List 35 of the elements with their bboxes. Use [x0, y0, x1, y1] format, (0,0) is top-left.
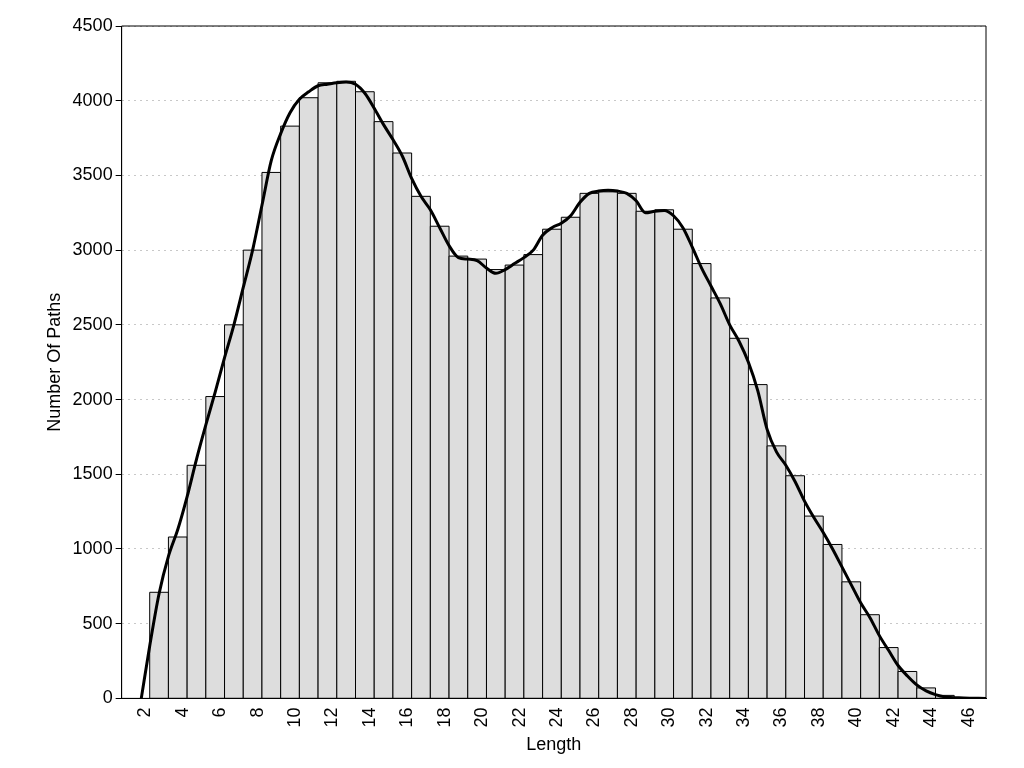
x-tick-label: 28 [620, 707, 641, 728]
x-tick-label: 8 [246, 707, 267, 718]
y-tick-label: 2500 [72, 313, 113, 334]
y-tick-label: 0 [102, 687, 113, 708]
y-tick-label: 2000 [72, 388, 113, 409]
x-tick-label: 14 [358, 707, 379, 728]
y-tick-label: 3000 [72, 239, 113, 260]
x-tick-label: 46 [957, 707, 978, 728]
x-tick-label: 10 [283, 707, 304, 728]
x-tick-label: 18 [433, 707, 454, 728]
x-axis-title: Length [526, 734, 582, 755]
x-tick-label: 2 [134, 707, 155, 718]
y-tick-label: 3500 [72, 164, 113, 185]
y-tick-label: 500 [82, 612, 113, 633]
x-tick-label: 36 [770, 707, 791, 728]
x-tick-label: 26 [583, 707, 604, 728]
y-tick-label: 4000 [72, 89, 113, 110]
x-tick-label: 40 [845, 707, 866, 728]
y-tick-label: 1500 [72, 463, 113, 484]
y-tick-label: 1000 [72, 537, 113, 558]
y-axis-title: Number Of Paths [43, 292, 64, 432]
x-tick-label: 16 [396, 707, 417, 728]
x-tick-label: 20 [471, 707, 492, 728]
x-tick-label: 38 [807, 707, 828, 728]
x-tick-label: 24 [545, 707, 566, 728]
y-tick-label: 4500 [72, 14, 113, 35]
x-tick-label: 6 [209, 707, 230, 718]
x-tick-label: 32 [695, 707, 716, 728]
x-tick-label: 22 [508, 707, 529, 728]
x-tick-label: 42 [882, 707, 903, 728]
x-tick-label: 12 [321, 707, 342, 728]
x-tick-label: 34 [733, 707, 754, 728]
x-tick-label: 4 [171, 707, 192, 718]
x-tick-label: 44 [920, 707, 941, 728]
x-tick-label: 30 [658, 707, 679, 728]
